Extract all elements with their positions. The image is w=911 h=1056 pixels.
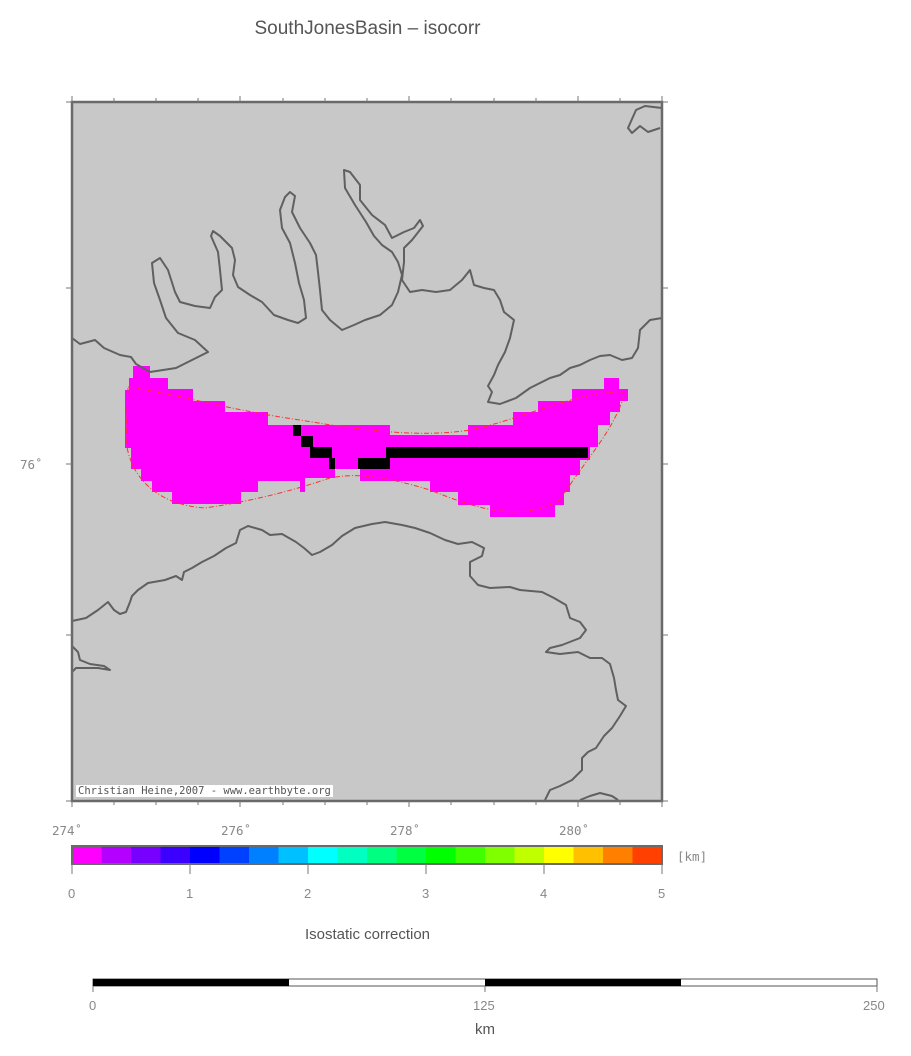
colorbar-swatch [101,846,132,864]
colorbar-swatch [396,846,427,864]
scale-bar [92,978,878,992]
colorbar-swatch [514,846,545,864]
coastline-south [71,521,627,801]
colorbar-swatch [131,846,161,864]
lon-label-280: 280˚ [559,823,590,838]
credit-label: Christian Heine,2007 - www.earthbyte.org [76,785,333,797]
anomaly-block [301,436,313,447]
colorbar-swatch [544,846,574,864]
colorbar-swatch [455,846,486,864]
anomaly-blocks [293,425,588,469]
scale-label-125: 125 [473,998,495,1013]
isocorr-field-west [125,366,628,517]
colorbar-tick-label: 4 [540,886,548,901]
colorbar-swatch [485,846,515,864]
anomaly-block [329,458,335,469]
basin-outline [125,386,626,513]
lat-label-76: 76˚ [20,457,43,472]
coastline-north-fjords [71,169,663,405]
map-title: SouthJonesBasin – isocorr [254,18,481,39]
coastline-southeast [579,792,619,801]
colorbar-swatch [190,846,220,864]
colorbar-swatch [308,846,338,864]
colorbar-swatch [219,846,250,864]
colorbar-tick-label: 0 [68,886,76,901]
lon-label-278: 278˚ [390,823,421,838]
colorbar-tick-label: 1 [186,886,194,901]
colorbar-tick-label: 5 [658,886,666,901]
scale-bar-segment [93,979,289,986]
frame-ticks [66,96,668,807]
coastline-northeast-island [627,105,663,134]
scale-label-250: 250 [863,998,885,1013]
colorbar-ticks [71,864,663,874]
scale-bar-segment [485,979,681,986]
lon-label-274: 274˚ [52,823,83,838]
scale-unit: km [475,1021,495,1038]
anomaly-block [293,425,301,436]
colorbar [72,846,663,864]
colorbar-swatch [632,846,663,864]
colorbar-swatch [367,846,397,864]
anomaly-block [310,447,332,458]
anomaly-block [386,447,588,458]
coastlines [71,105,663,801]
lon-label-276: 276˚ [221,823,252,838]
colorbar-unit: [km] [677,849,708,864]
scale-label-0: 0 [89,998,97,1013]
colorbar-swatch [72,846,102,864]
colorbar-swatch [337,846,368,864]
colorbar-swatch [426,846,456,864]
coastline-southwest [71,645,111,673]
anomaly-block [358,458,390,469]
colorbar-tick-label: 2 [304,886,312,901]
colorbar-swatch [160,846,191,864]
colorbar-swatch [603,846,633,864]
colorbar-frame [71,845,663,865]
colorbar-swatch [278,846,309,864]
colorbar-swatch [249,846,279,864]
colorbar-swatch [573,846,604,864]
colorbar-tick-label: 3 [422,886,430,901]
colorbar-caption: Isostatic correction [304,926,431,943]
isocorr-field [125,366,628,517]
